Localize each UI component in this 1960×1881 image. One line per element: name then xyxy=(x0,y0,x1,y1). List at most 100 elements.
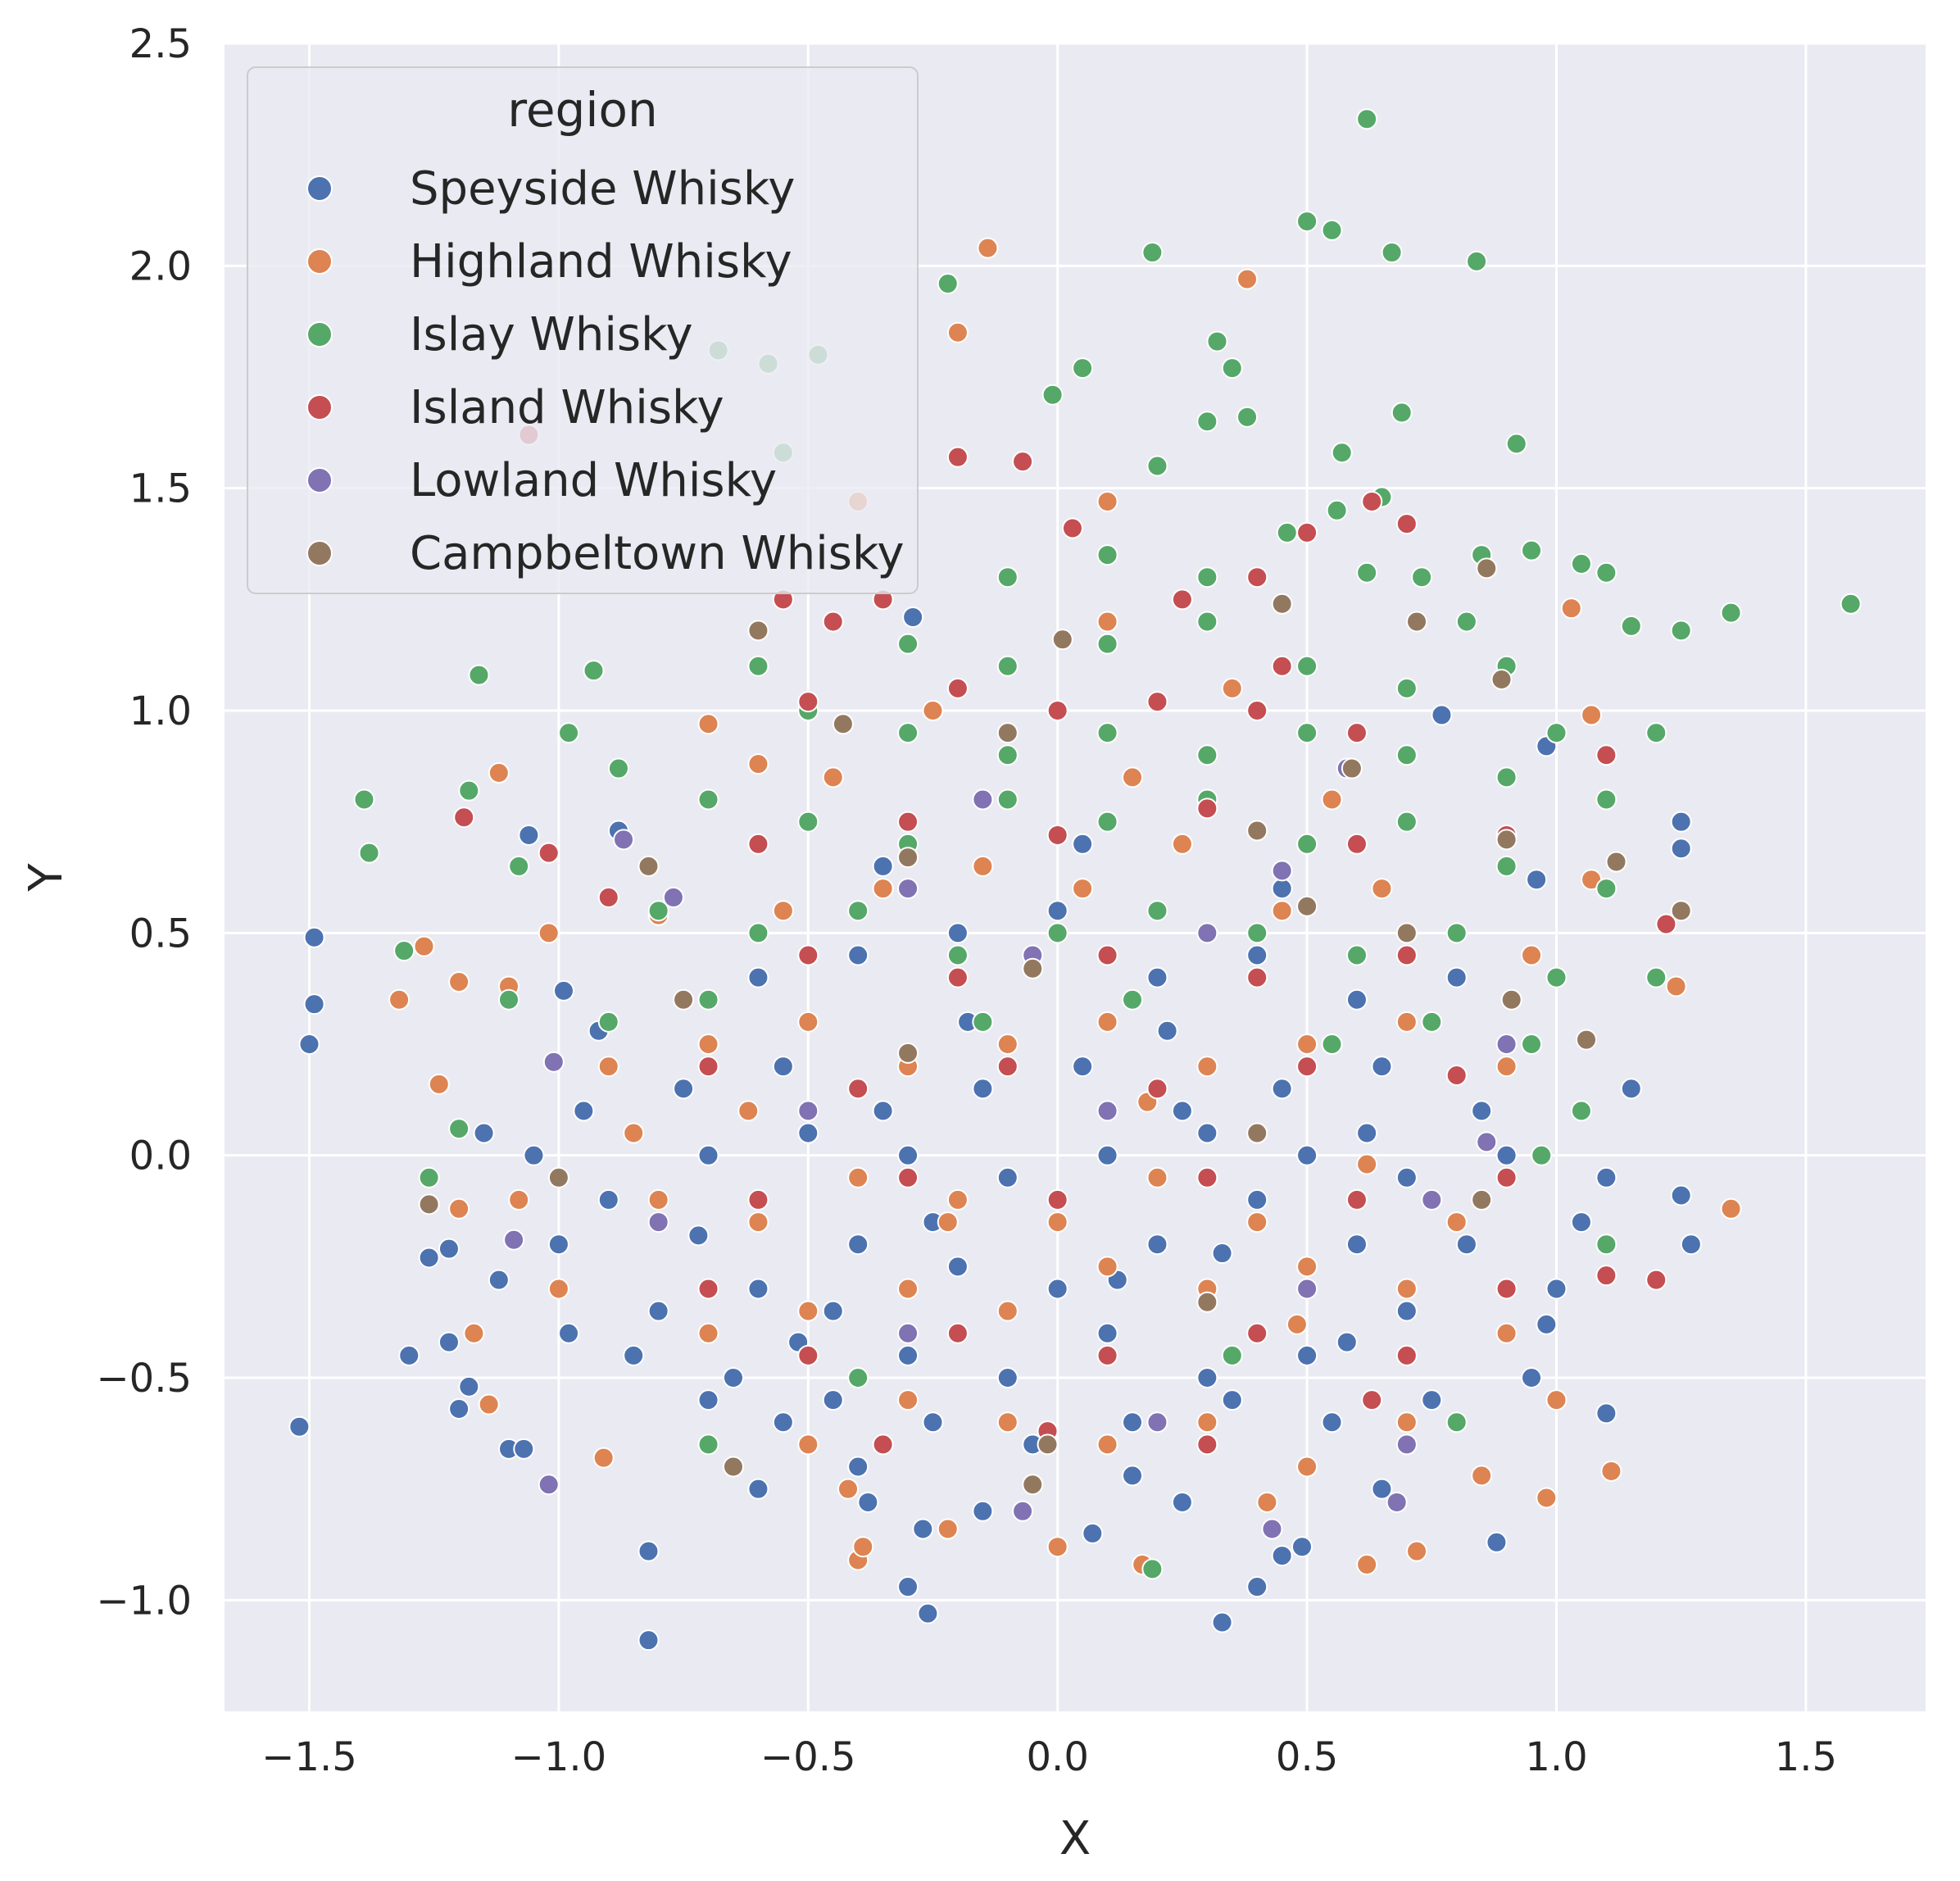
data-point xyxy=(1521,1034,1543,1055)
data-point xyxy=(822,611,844,633)
data-point xyxy=(1620,1078,1642,1100)
data-point xyxy=(1455,611,1477,633)
data-point xyxy=(1171,588,1193,611)
data-point xyxy=(1196,744,1218,766)
data-point xyxy=(573,1100,595,1122)
series-2 xyxy=(353,108,1862,1580)
data-point xyxy=(1046,700,1068,721)
y-tick-label: 0.0 xyxy=(129,1134,192,1179)
data-point xyxy=(1595,878,1617,900)
data-point xyxy=(847,1166,869,1188)
data-point xyxy=(996,1056,1019,1078)
data-point xyxy=(1356,108,1378,130)
data-point xyxy=(1096,611,1118,633)
x-tick-label: 1.5 xyxy=(1775,1734,1837,1780)
data-point xyxy=(1046,824,1068,846)
data-point xyxy=(1321,1034,1343,1055)
data-point xyxy=(1341,757,1363,779)
data-point xyxy=(1146,1234,1168,1256)
data-point xyxy=(1421,1011,1443,1033)
data-point xyxy=(503,1229,525,1251)
data-point xyxy=(902,607,924,629)
data-point xyxy=(1146,900,1168,922)
data-point xyxy=(673,1078,695,1100)
data-point xyxy=(1046,1211,1068,1234)
data-point xyxy=(1296,1456,1318,1478)
data-point xyxy=(1246,1576,1268,1598)
data-point xyxy=(1122,988,1144,1011)
data-point xyxy=(1321,1411,1343,1433)
data-point xyxy=(1141,242,1164,264)
data-point xyxy=(697,1056,719,1078)
data-point xyxy=(697,1433,719,1456)
data-point xyxy=(413,935,435,957)
data-point xyxy=(1395,1411,1418,1433)
data-point xyxy=(822,1300,844,1322)
data-point xyxy=(1406,1540,1428,1562)
series-3 xyxy=(453,424,1677,1456)
data-point xyxy=(1576,1029,1598,1051)
data-point xyxy=(662,886,684,908)
data-point xyxy=(1620,615,1642,637)
data-point xyxy=(1595,1166,1617,1188)
data-point xyxy=(852,1536,874,1558)
data-point xyxy=(1246,700,1268,721)
legend-label: Speyside Whisky xyxy=(410,162,795,216)
data-point xyxy=(1096,1344,1118,1366)
x-tick-label: 1.0 xyxy=(1525,1734,1587,1780)
data-point xyxy=(747,1478,769,1500)
data-point xyxy=(597,1188,619,1211)
legend-marker xyxy=(306,394,333,420)
data-point xyxy=(1146,455,1168,477)
data-point xyxy=(1061,517,1083,539)
data-point xyxy=(1051,629,1073,651)
data-point xyxy=(303,926,325,948)
legend-label: Campbeltown Whisky xyxy=(410,527,905,580)
data-point xyxy=(897,1322,919,1344)
data-point xyxy=(448,1197,470,1220)
data-point xyxy=(1246,820,1268,842)
data-point xyxy=(1246,922,1268,944)
data-point xyxy=(1670,1184,1692,1206)
data-point xyxy=(1655,913,1677,935)
data-point xyxy=(583,660,605,682)
data-point xyxy=(832,713,854,735)
data-point xyxy=(1521,1367,1543,1388)
data-point xyxy=(647,1188,669,1211)
data-point xyxy=(1296,1256,1318,1278)
data-point xyxy=(1395,1278,1418,1300)
data-point xyxy=(837,1478,859,1500)
data-point xyxy=(1391,402,1413,424)
data-point xyxy=(1321,788,1343,811)
data-point xyxy=(1595,788,1617,811)
data-point xyxy=(697,1034,719,1055)
data-point xyxy=(1171,1100,1193,1122)
data-point xyxy=(1395,922,1418,944)
data-point xyxy=(1395,1433,1418,1456)
data-point xyxy=(1371,1478,1393,1500)
data-point xyxy=(897,1144,919,1166)
x-axis-ticks: −1.5 −1.0 −0.5 0.0 0.5 1.0 1.5 xyxy=(261,1734,1837,1780)
data-point xyxy=(897,1344,919,1366)
legend-marker xyxy=(306,467,333,493)
data-point xyxy=(623,1122,645,1144)
data-point xyxy=(1221,1344,1243,1366)
data-point xyxy=(1146,1411,1168,1433)
data-point xyxy=(1386,1491,1408,1513)
data-point xyxy=(1211,1243,1233,1265)
data-point xyxy=(1595,1234,1617,1256)
legend-box xyxy=(247,66,919,594)
data-point xyxy=(1665,975,1687,997)
data-point xyxy=(1296,1278,1318,1300)
data-point xyxy=(1271,1078,1293,1100)
legend-label: Lowland Whisky xyxy=(410,454,777,507)
data-point xyxy=(1261,1518,1283,1540)
data-point xyxy=(996,1300,1019,1322)
data-point xyxy=(547,1166,569,1188)
data-point xyxy=(1345,944,1368,966)
data-point xyxy=(897,847,919,869)
data-point xyxy=(1072,833,1094,855)
data-point xyxy=(1495,766,1518,788)
data-point xyxy=(822,1389,844,1411)
